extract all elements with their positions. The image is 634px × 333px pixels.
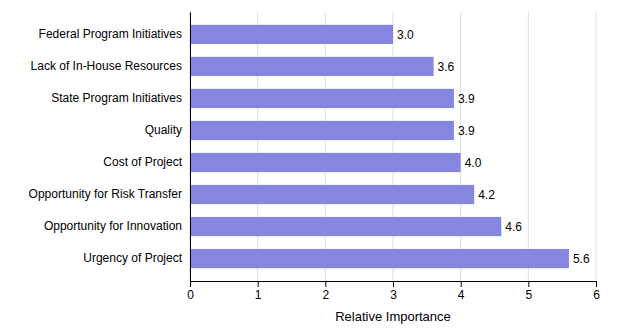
y-tick-label: Lack of In-House Resources <box>31 59 182 73</box>
chart: 0 1 2 3 4 5 6 Urgency of Project Opportunity for… <box>0 0 634 333</box>
x-tick-mark <box>528 281 529 287</box>
data-labels: 5.6 4.6 4.2 4.0 3.9 3.9 3.6 3.0 <box>397 28 590 266</box>
x-tick: 4 <box>458 281 465 302</box>
bar <box>190 89 454 108</box>
x-tick-label: 6 <box>593 288 600 302</box>
y-tick-label: Opportunity for Risk Transfer <box>29 187 182 201</box>
x-tick-mark <box>258 281 259 287</box>
x-tick: 1 <box>255 281 262 302</box>
y-tick-label: Cost of Project <box>103 155 182 169</box>
bar <box>190 153 461 172</box>
x-tick-label: 0 <box>187 288 194 302</box>
grid-line <box>596 12 597 281</box>
data-label: 3.0 <box>397 28 414 42</box>
bar <box>190 57 434 76</box>
x-tick-mark <box>190 281 191 287</box>
plot: 0 1 2 3 4 5 6 Urgency of Project Opportunity for… <box>29 12 601 302</box>
bar <box>190 121 454 140</box>
y-tick-label: Federal Program Initiatives <box>39 27 182 41</box>
grid-line <box>460 12 461 281</box>
x-tick: 5 <box>525 281 532 302</box>
x-tick: 6 <box>593 281 600 302</box>
grid-line <box>190 12 191 281</box>
y-tick: Cost of Project <box>103 155 190 169</box>
grid-line <box>528 12 529 281</box>
x-axis: 0 1 2 3 4 5 6 <box>187 281 600 302</box>
grid <box>190 12 596 281</box>
data-label: 3.6 <box>438 60 455 74</box>
y-tick-label: Opportunity for Innovation <box>44 219 182 233</box>
x-tick-mark <box>596 281 597 287</box>
data-label: 4.2 <box>478 188 495 202</box>
y-tick: Opportunity for Risk Transfer <box>29 187 190 201</box>
y-tick-label: State Program Initiatives <box>51 91 182 105</box>
x-axis-title: Relative Importance <box>335 309 451 324</box>
x-tick-mark <box>325 281 326 287</box>
y-axis: Urgency of Project Opportunity for Innova… <box>29 13 191 282</box>
y-axis-line <box>190 13 191 282</box>
x-tick-mark <box>461 281 462 287</box>
bars <box>190 25 569 268</box>
x-tick: 0 <box>187 281 194 302</box>
x-tick-label: 1 <box>255 288 262 302</box>
y-tick: Lack of In-House Resources <box>31 59 190 73</box>
x-axis-line <box>191 282 597 288</box>
y-tick: Urgency of Project <box>83 251 190 265</box>
bar <box>190 249 569 268</box>
x-tick: 3 <box>390 281 397 302</box>
bar <box>190 185 474 204</box>
data-label: 5.6 <box>573 252 590 266</box>
y-tick: Opportunity for Innovation <box>44 219 190 233</box>
x-tick: 2 <box>322 281 329 302</box>
y-tick-label: Urgency of Project <box>83 251 182 265</box>
bar <box>190 217 501 236</box>
x-tick-label: 5 <box>525 288 532 302</box>
y-tick: State Program Initiatives <box>51 91 190 105</box>
y-tick-label: Quality <box>145 123 182 137</box>
grid-line <box>393 12 394 281</box>
data-label: 4.0 <box>465 156 482 170</box>
grid-line <box>257 12 258 281</box>
x-tick-label: 3 <box>390 288 397 302</box>
grid-line <box>325 12 326 281</box>
data-label: 3.9 <box>458 92 475 106</box>
data-label: 3.9 <box>458 124 475 138</box>
x-tick-mark <box>393 281 394 287</box>
bar <box>190 25 393 44</box>
y-tick: Quality <box>145 123 190 137</box>
x-tick-label: 4 <box>458 288 465 302</box>
x-tick-label: 2 <box>322 288 329 302</box>
y-tick: Federal Program Initiatives <box>39 27 190 41</box>
data-label: 4.6 <box>505 220 522 234</box>
